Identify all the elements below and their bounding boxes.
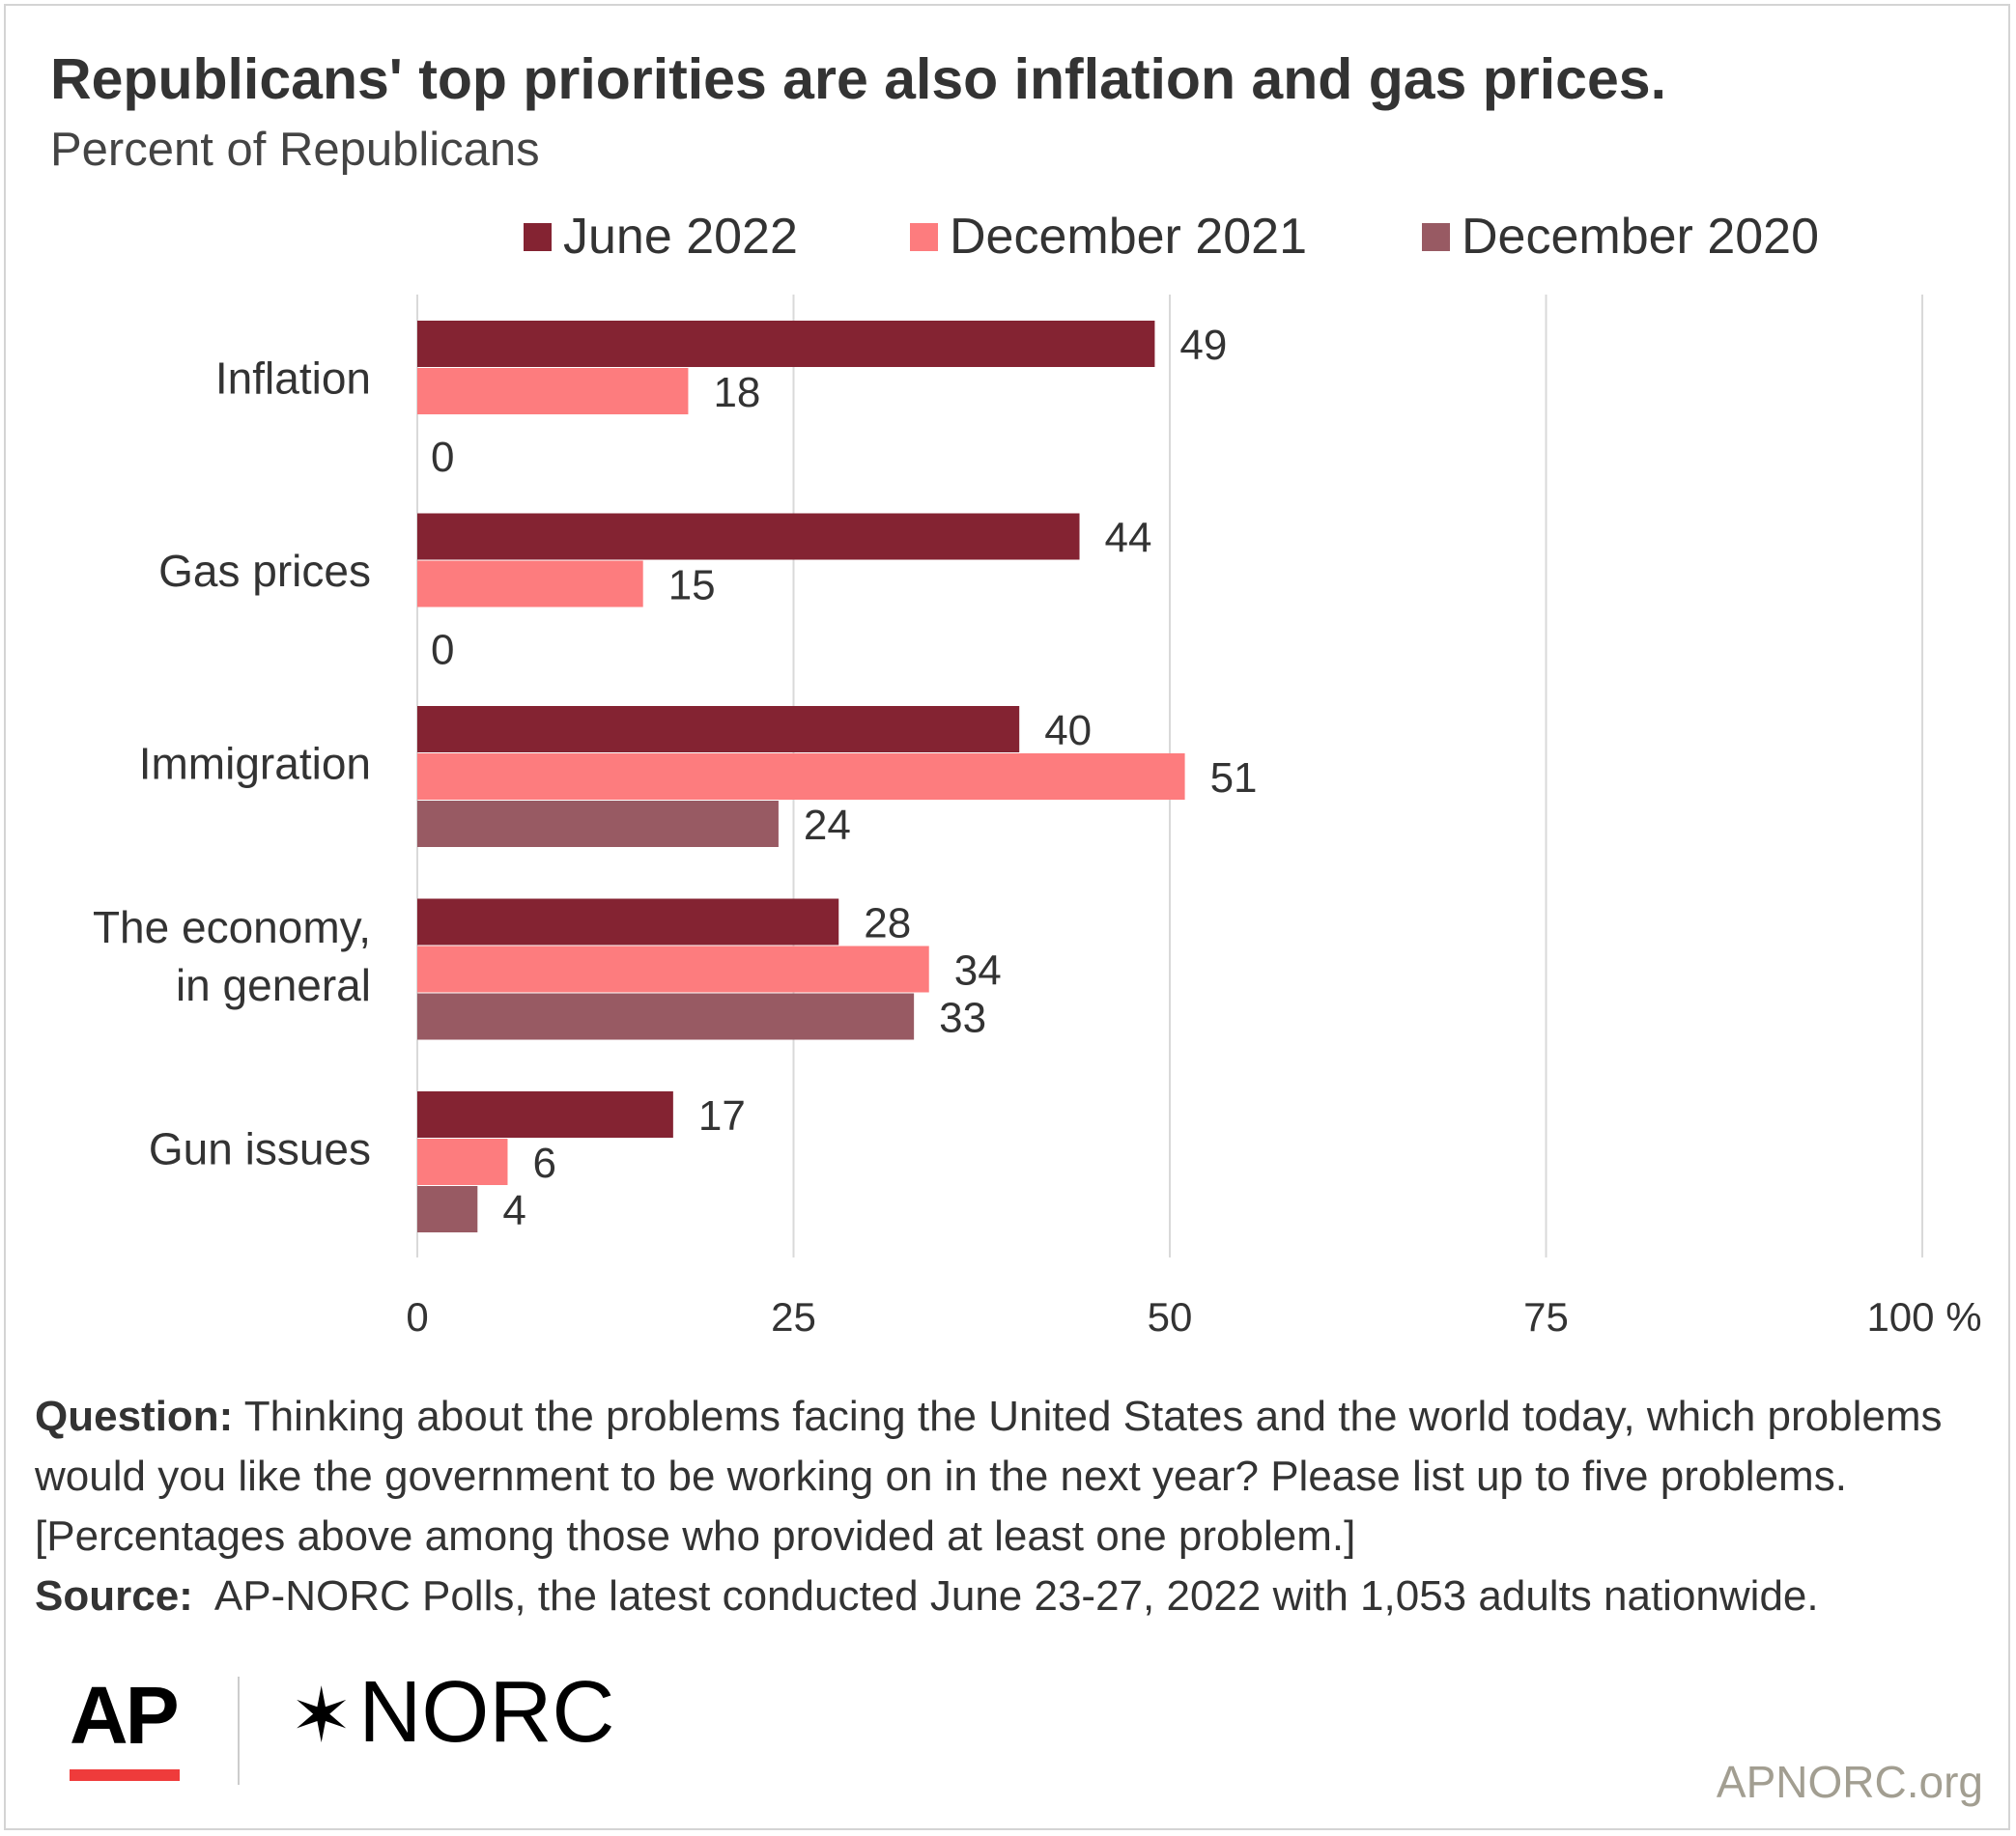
chart-title: Republicans' top priorities are also inf…	[50, 47, 1666, 111]
chart-frame	[4, 4, 2010, 1830]
bar	[417, 1139, 508, 1185]
norc-star-icon: ✶	[290, 1673, 354, 1758]
ap-logo: AP	[70, 1670, 180, 1761]
bar-value-label: 51	[1210, 754, 1258, 802]
x-tick-label: 25	[771, 1294, 816, 1340]
question-text: Thinking about the problems facing the U…	[35, 1393, 1943, 1560]
category-label: The economy,	[93, 902, 371, 952]
norc-logo: ✶NORC	[290, 1663, 614, 1763]
bar-value-label: 0	[431, 434, 454, 481]
norc-logo-text: NORC	[358, 1664, 615, 1761]
bar-value-label: 18	[713, 369, 760, 416]
legend-label-december-2021: December 2021	[950, 209, 1307, 265]
legend-label-december-2020: December 2020	[1462, 209, 1819, 265]
bar-value-label: 24	[804, 802, 851, 849]
chart-subtitle: Percent of Republicans	[50, 124, 540, 176]
bar	[417, 993, 915, 1040]
question-label: Question:	[35, 1393, 234, 1440]
question-note: Question: Thinking about the problems fa…	[35, 1387, 1976, 1567]
bar	[417, 753, 1185, 800]
bar	[417, 1091, 673, 1138]
source-label: Source:	[35, 1572, 193, 1620]
bar	[417, 560, 643, 607]
legend-swatch-december-2021	[910, 222, 938, 251]
legend-swatch-june-2022	[524, 222, 552, 251]
bar	[417, 513, 1080, 560]
bar-value-label: 6	[532, 1140, 555, 1187]
x-tick-label: 75	[1523, 1294, 1569, 1340]
bar	[417, 946, 929, 993]
bar-value-label: 34	[954, 947, 1002, 995]
legend-item-december-2020: December 2020	[1422, 208, 1819, 266]
category-label: in general	[176, 960, 371, 1010]
logo-divider	[238, 1677, 240, 1785]
bar-chart: 0 25 50 75 100 % 49 18 0 Inflation 44 15 0 Gas price…	[93, 295, 1982, 1340]
bar-value-label: 33	[939, 995, 986, 1042]
category-label: Gas prices	[158, 546, 371, 596]
category-label: Inflation	[215, 353, 371, 404]
x-tick-label: 50	[1148, 1294, 1193, 1340]
source-note: Source: AP-NORC Polls, the latest conduc…	[35, 1567, 1976, 1626]
bar-value-label: 40	[1044, 707, 1092, 754]
legend-swatch-december-2020	[1422, 222, 1450, 251]
bar	[417, 706, 1020, 752]
bar	[417, 1186, 478, 1232]
x-tick-label: 100 %	[1866, 1294, 1981, 1340]
bar	[417, 368, 689, 414]
legend: June 2022 December 2021 December 2020	[0, 208, 2016, 266]
bar-value-label: 49	[1179, 322, 1227, 369]
bar-value-label: 44	[1105, 515, 1152, 562]
legend-item-june-2022: June 2022	[524, 208, 798, 266]
chart-notes: Question: Thinking about the problems fa…	[35, 1387, 1976, 1626]
bar-value-label: 17	[698, 1092, 746, 1140]
bar	[417, 321, 1155, 367]
legend-item-december-2021: December 2021	[910, 208, 1307, 266]
source-text: AP-NORC Polls, the latest conducted June…	[192, 1572, 1819, 1620]
bar	[417, 801, 779, 847]
x-tick-label: 0	[406, 1294, 428, 1340]
ap-logo-underline	[70, 1769, 180, 1781]
bar-value-label: 0	[431, 627, 454, 674]
bar-value-label: 28	[864, 900, 911, 947]
category-label: Immigration	[139, 739, 371, 789]
site-url: APNORC.org	[1716, 1757, 1983, 1807]
category-label: Gun issues	[149, 1124, 371, 1174]
bar	[417, 898, 839, 946]
bar-value-label: 4	[502, 1187, 525, 1234]
bar-value-label: 15	[668, 562, 716, 609]
legend-label-june-2022: June 2022	[563, 209, 798, 265]
